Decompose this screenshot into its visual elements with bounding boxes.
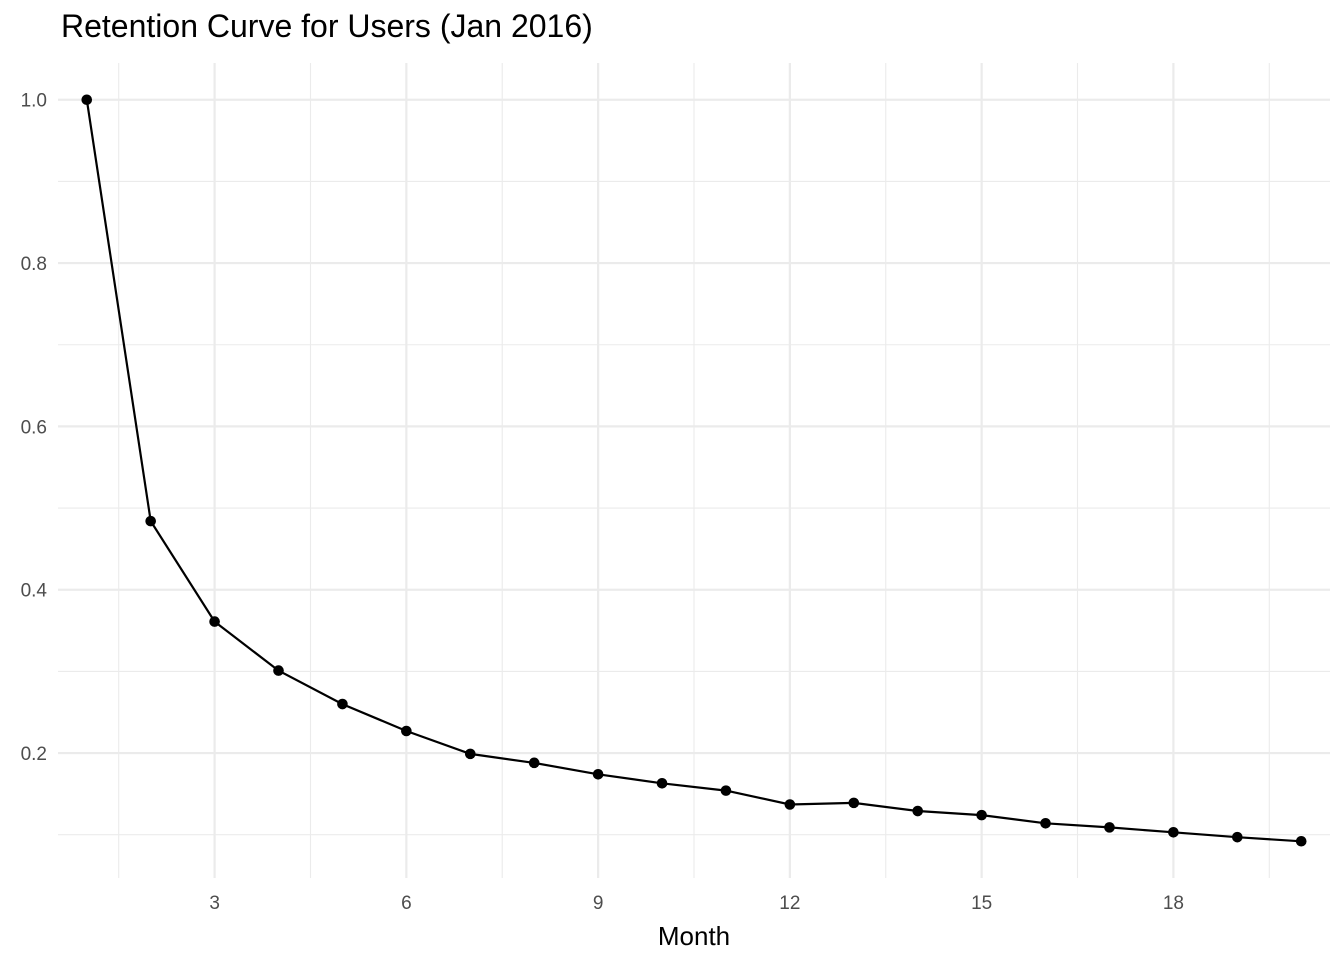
y-tick-label: 0.2 (21, 744, 47, 765)
data-point (145, 515, 156, 527)
x-tick-label: 15 (971, 893, 992, 914)
data-point (1040, 817, 1051, 829)
data-point (976, 809, 987, 821)
x-tick-label: 12 (779, 893, 800, 914)
data-point (592, 768, 604, 780)
data-point (273, 665, 284, 676)
data-point (848, 797, 860, 809)
x-axis-title: Month (658, 921, 730, 951)
data-point (656, 777, 668, 789)
y-axis-ticks: 0.2 0.4 0.6 0.8 1.0 (21, 91, 48, 765)
data-point (912, 805, 924, 817)
data-point (1168, 826, 1179, 838)
data-points (81, 94, 1307, 847)
x-tick-label: 6 (401, 893, 412, 914)
data-point (1232, 831, 1243, 843)
data-point (81, 94, 93, 106)
grid-major (58, 63, 1330, 878)
y-tick-label: 0.8 (21, 254, 47, 275)
x-tick-label: 3 (209, 893, 220, 914)
x-tick-label: 9 (593, 893, 604, 914)
x-axis-ticks: 3 6 9 12 15 18 (209, 893, 1184, 914)
y-tick-label: 1.0 (21, 91, 47, 112)
y-tick-label: 0.6 (21, 417, 47, 438)
data-point (784, 799, 796, 810)
data-point (401, 725, 412, 737)
data-point (1295, 835, 1307, 847)
data-point (209, 616, 220, 627)
y-tick-label: 0.4 (21, 581, 48, 602)
series-line (85, 99, 1302, 843)
data-point (1104, 822, 1115, 833)
data-point (337, 698, 348, 710)
chart-title: Retention Curve for Users (Jan 2016) (61, 8, 593, 44)
grid-minor (58, 63, 1330, 878)
data-point (464, 748, 476, 760)
data-point (528, 757, 540, 769)
data-point (720, 785, 732, 796)
x-tick-label: 18 (1163, 893, 1184, 914)
